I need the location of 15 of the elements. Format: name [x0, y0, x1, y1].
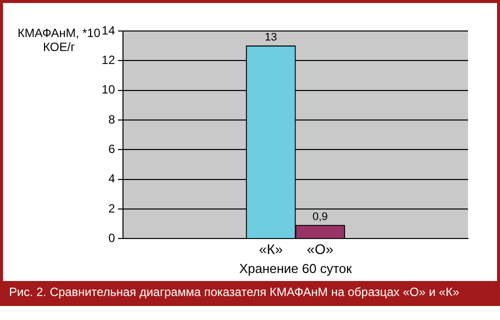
y-tick-label: 2 [108, 201, 116, 216]
y-tick-label: 4 [108, 172, 116, 186]
data-label: 0,9 [312, 210, 328, 223]
y-axis-title: КМАФАнМ, *10 КОЕ/г [18, 26, 100, 54]
text: Рис. 2. Сравнительная диаграмма показателя КМАФАнМ на образцах «О» и «К» [3, 281, 497, 303]
x-tick-label: «О» [306, 240, 334, 257]
y-tick-label: 0 [108, 230, 116, 245]
data-label: 13 [264, 31, 277, 44]
y-tick-label: 8 [108, 112, 116, 126]
y-tick-label: 12 [102, 52, 116, 67]
y-tick-label: 10 [102, 82, 116, 97]
y-tick-label: 6 [108, 142, 116, 156]
x-axis-title: Хранение 60 суток [239, 260, 352, 276]
x-tick-label: «К» [258, 240, 283, 257]
y-tick-label: 14 [102, 23, 116, 38]
